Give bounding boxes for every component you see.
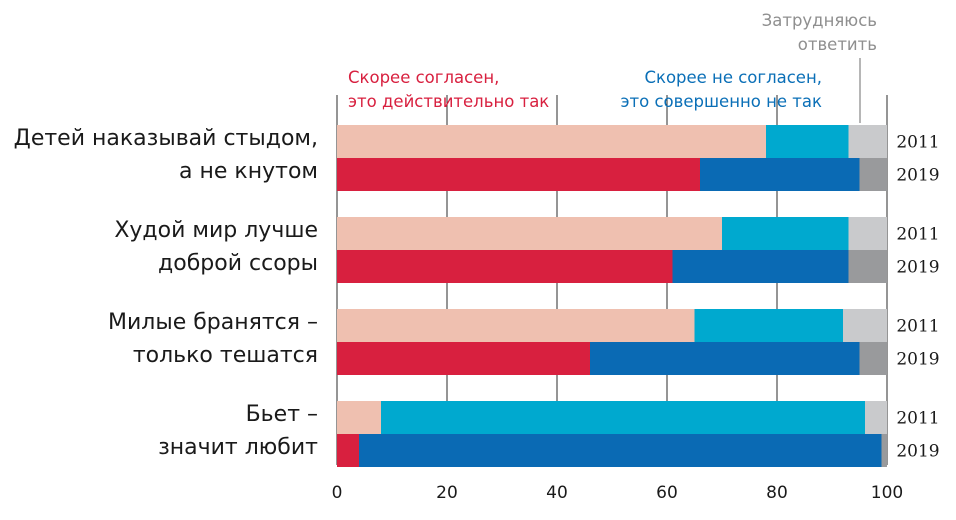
legend-dont-know-line2: ответить (798, 35, 877, 54)
bar-agree-2011-cat2 (337, 217, 722, 250)
legend-disagree-line1: Скорее не согласен, (644, 68, 822, 87)
labels: 0 20 40 60 80 100 2011 2019 Детей наказывай стыд… (14, 126, 940, 503)
bar-disagree-2019-cat4 (359, 434, 882, 467)
bar-dont_know-2019-cat2 (848, 250, 887, 283)
bar-agree-2011-cat4 (337, 401, 381, 434)
year-label: 2019 (896, 442, 939, 462)
bar-disagree-2019-cat3 (590, 342, 860, 375)
bar-dont_know-2011-cat1 (848, 125, 887, 158)
bar-agree-2011-cat3 (337, 309, 695, 342)
x-tick-label: 20 (436, 483, 458, 503)
bar-agree-2011-cat1 (337, 125, 766, 158)
bar-dont_know-2011-cat4 (865, 401, 887, 434)
x-tick-label: 80 (766, 483, 788, 503)
bar-agree-2019-cat2 (337, 250, 673, 283)
bar-dont_know-2019-cat1 (859, 158, 887, 191)
year-label: 2019 (896, 166, 939, 186)
bar-disagree-2011-cat2 (722, 217, 849, 250)
year-label: 2011 (896, 409, 939, 429)
year-label: 2011 (896, 317, 939, 337)
category-label-line1: Детей наказывай стыдом, (14, 126, 318, 151)
bar-agree-2019-cat3 (337, 342, 590, 375)
year-label: 2019 (896, 258, 939, 278)
legend-agree-line1: Скорее согласен, (348, 68, 499, 87)
category-label-line2: только тешатся (133, 343, 318, 368)
x-tick-label: 40 (546, 483, 568, 503)
legend-agree-line2: это действительно так (348, 92, 549, 111)
category-label-line2: значит любит (158, 435, 318, 460)
year-label: 2011 (896, 225, 939, 245)
bars (337, 125, 887, 467)
x-tick-label: 0 (332, 483, 343, 503)
category-label-line1: Бьет – (246, 402, 318, 427)
bar-agree-2019-cat4 (337, 434, 359, 467)
year-label: 2019 (896, 350, 939, 370)
bar-disagree-2011-cat3 (694, 309, 843, 342)
bar-dont_know-2011-cat3 (843, 309, 887, 342)
legend-disagree-line2: это совершенно не так (620, 92, 822, 111)
x-tick-label: 60 (656, 483, 678, 503)
bar-agree-2019-cat1 (337, 158, 700, 191)
legend-dont-know-line1: Затрудняюсь (762, 11, 877, 30)
bar-dont_know-2011-cat2 (848, 217, 887, 250)
category-label-line1: Милые бранятся – (108, 310, 318, 335)
bar-disagree-2011-cat1 (766, 125, 849, 158)
bar-dont_know-2019-cat4 (881, 434, 887, 467)
category-label-line1: Худой мир лучше (114, 218, 318, 243)
bar-disagree-2011-cat4 (381, 401, 865, 434)
legend: Скорее согласен, это действительно так Ско… (348, 11, 877, 123)
bar-disagree-2019-cat1 (700, 158, 860, 191)
category-label-line2: доброй ссоры (158, 251, 318, 276)
x-tick-label: 100 (871, 483, 903, 503)
category-label-line2: а не кнутом (179, 159, 318, 184)
bar-disagree-2019-cat2 (672, 250, 849, 283)
bar-dont_know-2019-cat3 (859, 342, 887, 375)
year-label: 2011 (896, 133, 939, 153)
